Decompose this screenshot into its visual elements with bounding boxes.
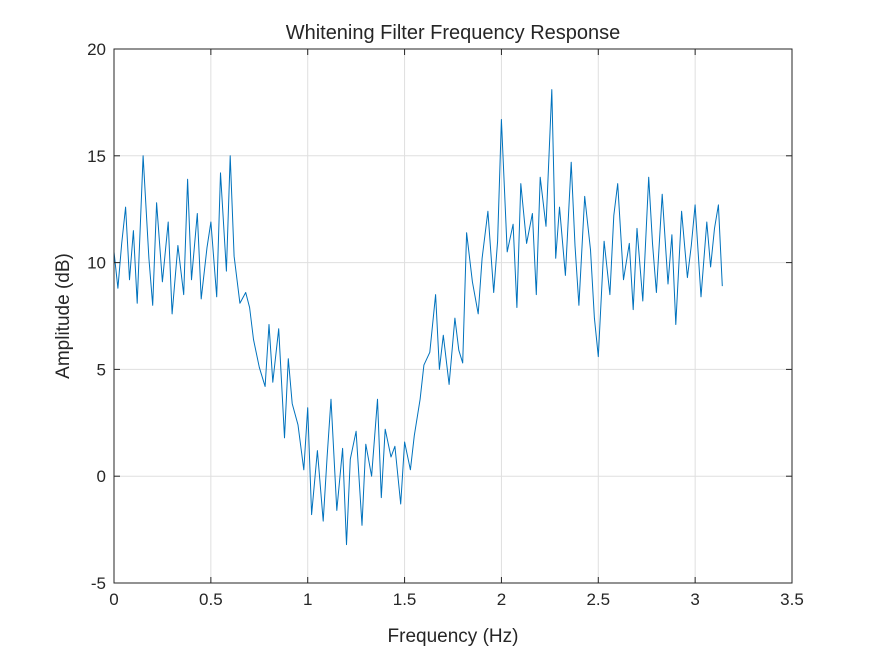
y-tick-label: 20 (87, 40, 106, 59)
x-tick-label: 2.5 (586, 590, 610, 609)
x-tick-labels: 0 0.5 1 1.5 2 2.5 3 3.5 (109, 590, 804, 609)
y-tick-label: 15 (87, 147, 106, 166)
y-tick-label: -5 (91, 574, 106, 593)
plot-area (114, 49, 792, 583)
y-tick-label: 10 (87, 254, 106, 273)
x-tick-label: 0 (109, 590, 118, 609)
x-tick-label: 2 (497, 590, 506, 609)
x-tick-label: 0.5 (199, 590, 223, 609)
y-axis-label: Amplitude (dB) (53, 253, 74, 379)
x-tick-label: 1 (303, 590, 312, 609)
x-tick-label: 3.5 (780, 590, 804, 609)
y-tick-label: 5 (97, 360, 106, 379)
y-tick-labels: -5 0 5 10 15 20 (87, 40, 106, 593)
x-axis-label: Frequency (Hz) (388, 626, 519, 647)
chart-title: Whitening Filter Frequency Response (286, 22, 621, 44)
y-tick-label: 0 (97, 467, 106, 486)
series-line-1 (113, 89, 723, 546)
ticks (113, 48, 793, 584)
x-tick-label: 3 (690, 590, 699, 609)
axes-box (113, 48, 793, 584)
series-layer (113, 89, 723, 546)
x-tick-label: 1.5 (393, 590, 417, 609)
